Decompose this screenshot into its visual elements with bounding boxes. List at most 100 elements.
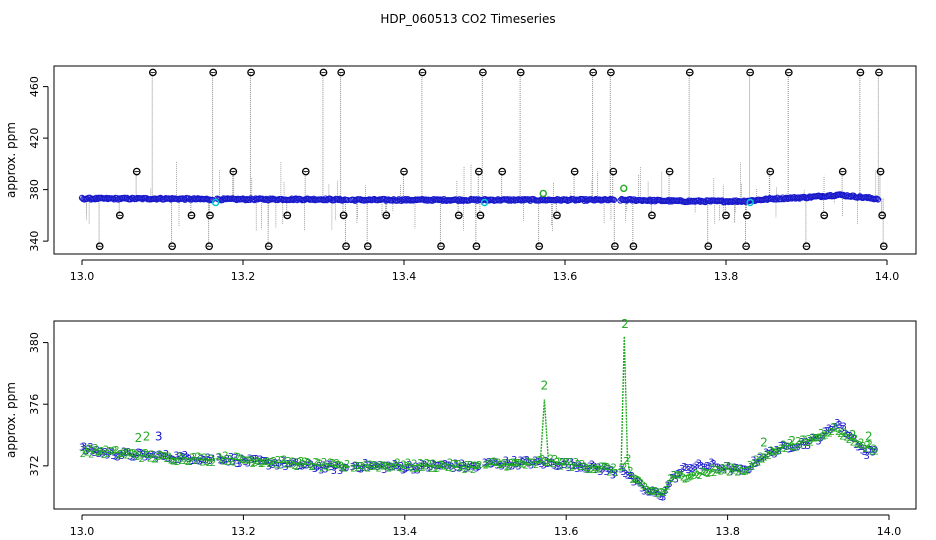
series-2-marker: 2	[495, 458, 501, 469]
series-2-marker: 2	[285, 456, 291, 467]
series-2-marker: 2	[738, 466, 744, 477]
series-2-marker: 2	[375, 464, 381, 475]
series-2-marker: 2	[852, 434, 858, 445]
series-3-marker: 3	[861, 447, 867, 458]
outlier-point	[498, 167, 507, 176]
series-3-marker: 3	[578, 464, 584, 475]
series-2-marker: 2	[808, 438, 814, 449]
series-3-marker: 3	[268, 458, 274, 469]
series-2-marker: 2	[392, 460, 398, 471]
series-3-marker: 3	[811, 433, 817, 444]
series-2-marker: 2	[386, 464, 392, 475]
series-2-marker: 2	[724, 461, 730, 472]
series-2-marker: 2	[522, 460, 528, 471]
series-2-marker: 2	[237, 453, 243, 464]
series-3-marker: 3	[805, 441, 811, 452]
series-3-marker: 3	[744, 465, 750, 476]
series-3-marker: 3	[830, 422, 836, 433]
series-3-marker: 3	[662, 486, 668, 497]
series-3-marker: 3	[582, 464, 588, 475]
series-3-marker: 3	[534, 458, 540, 469]
series-2-marker: 2	[420, 463, 426, 474]
series-3-marker: 3	[689, 464, 695, 475]
series-2-marker: 2	[835, 427, 841, 438]
cyan-point	[211, 198, 220, 207]
series-2-marker: 2	[350, 463, 356, 474]
series-3-marker: 3	[645, 488, 651, 499]
series-2-marker: 2	[741, 467, 747, 478]
series-2-marker: 2	[168, 456, 174, 467]
series-3-marker: 3	[456, 463, 462, 474]
series-3-marker: 3	[469, 462, 475, 473]
series-2-marker: 2	[157, 450, 163, 461]
series-2-marker: 2	[692, 468, 698, 479]
series-2-marker: 2	[459, 462, 465, 473]
series-3-marker: 3	[675, 469, 681, 480]
series-2-marker: 2	[172, 457, 178, 468]
series-3-marker: 3	[117, 450, 123, 461]
series-3-marker: 3	[232, 453, 238, 464]
series-3-marker: 3	[373, 461, 379, 472]
series-2-marker: 2	[216, 452, 222, 463]
series-3-marker: 3	[696, 458, 702, 469]
series-3-marker: 3	[339, 463, 345, 474]
series-3-marker: 3	[291, 457, 297, 468]
series-3-marker: 3	[352, 461, 358, 472]
outlier-point	[609, 167, 618, 176]
series-2-marker: 2	[166, 451, 172, 462]
series-2-marker: 2	[153, 454, 159, 465]
series-3-marker: 3	[410, 465, 416, 476]
series-3-marker: 3	[767, 446, 773, 457]
series-2-marker: 2	[673, 470, 679, 481]
series-3-marker: 3	[85, 445, 91, 456]
series-2-marker: 2	[753, 454, 759, 465]
series-3-marker: 3	[295, 462, 301, 473]
series-3-marker: 3	[331, 466, 337, 477]
series-3-marker: 3	[173, 451, 179, 462]
series-3-marker: 3	[159, 451, 165, 462]
series-3-marker: 3	[727, 467, 733, 478]
series-2-marker: 2	[621, 463, 627, 474]
series-2-marker: 2	[556, 456, 562, 467]
series-3-marker: 3	[87, 442, 93, 453]
x-tick-label: 13.6	[553, 270, 578, 283]
series-3-marker: 3	[245, 458, 251, 469]
cyan-point	[480, 198, 489, 207]
series-3-marker: 3	[398, 461, 404, 472]
series-3-marker: 3	[572, 461, 578, 472]
series-2-marker: 2	[174, 457, 180, 468]
series-3-marker: 3	[154, 451, 160, 462]
point-label: 2	[849, 428, 857, 442]
series-3-marker: 3	[647, 487, 653, 498]
series-3-marker: 3	[444, 460, 450, 471]
series-2-marker: 2	[575, 459, 581, 470]
outlier-point	[553, 211, 561, 220]
series-2-marker: 2	[587, 463, 593, 474]
series-2-marker: 2	[594, 464, 600, 475]
outlier-point	[229, 167, 238, 176]
series-3-marker: 3	[719, 463, 725, 474]
series-2-marker: 2	[793, 443, 799, 454]
series-3-marker: 3	[274, 462, 280, 473]
series-3-marker: 3	[807, 436, 813, 447]
series-3-marker: 3	[509, 462, 515, 473]
series-3-marker: 3	[257, 455, 263, 466]
series-2-marker: 2	[119, 448, 125, 459]
series-2-marker: 2	[250, 459, 256, 470]
series-2-marker: 2	[833, 424, 839, 435]
series-2-marker: 2	[279, 455, 285, 466]
series-3-marker: 3	[834, 418, 840, 429]
series-2-marker: 2	[296, 457, 302, 468]
series-2-marker: 2	[132, 450, 138, 461]
series-3-marker: 3	[129, 452, 135, 463]
series-2-marker: 2	[527, 457, 533, 468]
x-tick-label: 13.4	[393, 525, 418, 538]
series-3-marker: 3	[171, 456, 177, 467]
series-2-marker: 2	[222, 451, 228, 462]
series-3-marker: 3	[759, 455, 765, 466]
series-2-marker: 2	[369, 462, 375, 473]
series-2-marker: 2	[258, 459, 264, 470]
outlier-point	[784, 68, 793, 77]
series-2-marker: 2	[304, 457, 310, 468]
series-3-marker: 3	[587, 462, 593, 473]
